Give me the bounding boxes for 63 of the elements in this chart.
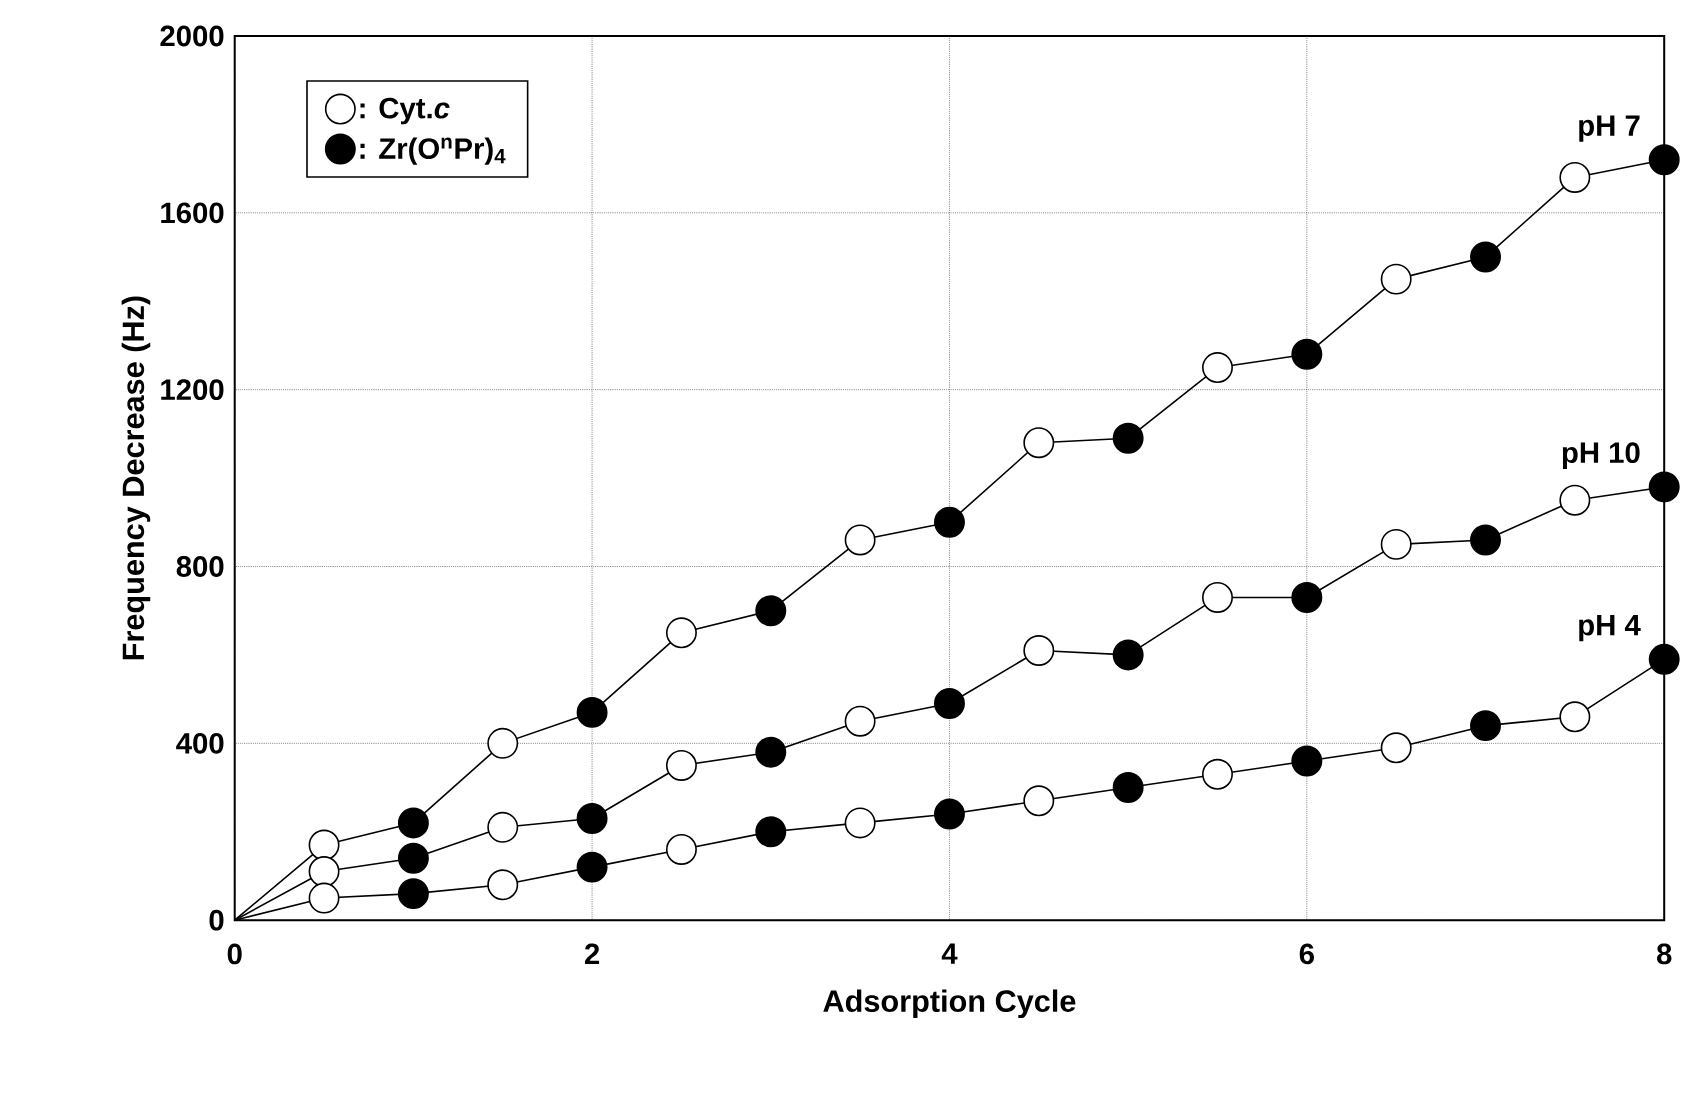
- point: [487, 727, 519, 759]
- series-label: pH 7: [1579, 115, 1640, 142]
- point: [308, 882, 340, 914]
- point: [1559, 484, 1591, 516]
- point: [1380, 732, 1412, 764]
- point: [1202, 352, 1233, 384]
- point: [308, 829, 340, 861]
- point: [1291, 745, 1323, 777]
- y-tick-label: 0: [209, 909, 224, 931]
- point: [755, 816, 787, 848]
- point: [576, 851, 608, 883]
- point: [1559, 162, 1591, 193]
- point: [933, 798, 965, 830]
- x-axis-title: Adsorption Cycle: [823, 989, 1076, 1019]
- point: [397, 842, 429, 874]
- point: [1202, 582, 1233, 613]
- y-tick-label: 800: [176, 556, 224, 577]
- x-tick-label: 6: [1299, 943, 1314, 965]
- y-tick-label: 1200: [161, 379, 224, 401]
- point: [665, 750, 697, 781]
- point: [487, 869, 519, 901]
- point: [1470, 710, 1501, 742]
- point: [308, 856, 340, 888]
- point: [397, 807, 429, 839]
- point: [1023, 635, 1055, 667]
- point: [576, 696, 608, 728]
- point: [487, 811, 519, 843]
- point: [844, 705, 876, 737]
- y-tick-label: 2000: [160, 25, 224, 47]
- point: [755, 595, 787, 627]
- point: [933, 688, 965, 720]
- point: [1112, 639, 1144, 671]
- point: [1291, 582, 1323, 613]
- point: [1291, 338, 1323, 370]
- point: [1023, 785, 1055, 817]
- y-tick-label: 400: [176, 733, 224, 754]
- point: [665, 617, 697, 649]
- point: [844, 524, 876, 556]
- legend-label: : Cyt.c: [360, 97, 450, 125]
- y-axis-title: Frequency Decrease (Hz): [121, 296, 151, 660]
- x-tick-label: 4: [941, 943, 958, 964]
- point: [933, 506, 965, 538]
- point: [397, 878, 429, 910]
- series-label: pH 10: [1562, 442, 1640, 469]
- legend-label: : Zr(O$^{n}$Pr)$_{4}$: [360, 137, 506, 165]
- point: [1470, 524, 1501, 556]
- y-tick-label: 1600: [161, 202, 224, 224]
- point: [1112, 422, 1144, 454]
- series-label: pH 4: [1579, 615, 1641, 642]
- point: [755, 736, 787, 768]
- x-tick-label: 0: [227, 943, 242, 965]
- point: [665, 834, 697, 865]
- point: [844, 807, 876, 839]
- point: [1380, 528, 1412, 560]
- point: [1112, 772, 1144, 804]
- point: [1559, 701, 1591, 733]
- point: [1023, 427, 1055, 459]
- point: [1380, 263, 1412, 295]
- point: [576, 803, 608, 835]
- x-tick-label: 2: [584, 943, 600, 965]
- x-tick-label: 8: [1656, 943, 1672, 965]
- point: [1470, 241, 1501, 273]
- point: [1202, 758, 1233, 790]
